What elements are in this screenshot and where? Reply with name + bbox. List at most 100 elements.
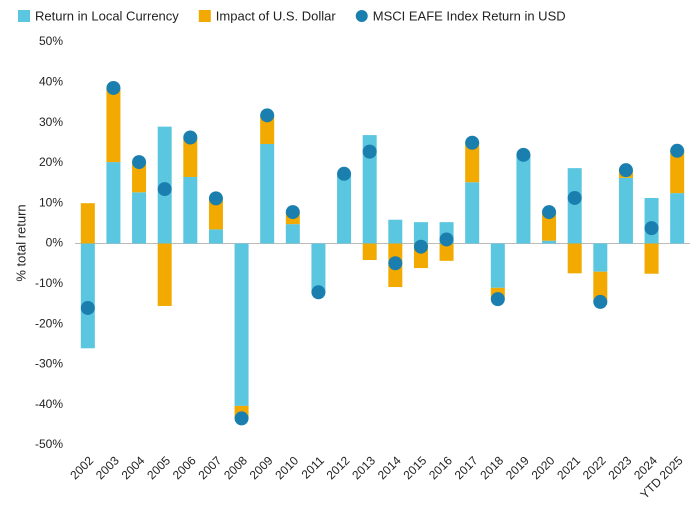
dot: [670, 143, 685, 158]
y-tick-label: 30%: [39, 115, 63, 129]
x-tick-label: 2020: [529, 453, 558, 482]
bar: [593, 243, 608, 272]
bar: [106, 162, 121, 244]
x-tick-label: 2013: [349, 453, 378, 482]
y-tick-label: -40%: [35, 397, 63, 411]
legend: Return in Local Currency Impact of U.S. D…: [18, 8, 566, 23]
bar: [644, 197, 659, 244]
bar: [132, 162, 147, 193]
dot: [465, 135, 480, 150]
x-tick-label: 2009: [247, 453, 276, 482]
bar: [80, 203, 95, 244]
x-tick-label: 2005: [144, 453, 173, 482]
x-tick-label: 2021: [554, 453, 583, 482]
bar: [644, 243, 659, 274]
bar: [516, 156, 531, 244]
bar: [439, 243, 454, 261]
dot: [490, 292, 505, 307]
x-tick-label: 2014: [375, 453, 404, 482]
dot: [80, 300, 95, 315]
y-tick-label: 50%: [39, 34, 63, 48]
dot: [260, 108, 275, 123]
x-tick-label: 2016: [426, 453, 455, 482]
bar: [80, 243, 95, 349]
y-tick-label: -20%: [35, 316, 63, 330]
x-tick-label: 2012: [324, 453, 353, 482]
bar: [593, 271, 608, 302]
dot: [567, 190, 582, 205]
bar: [260, 115, 275, 144]
dot: [234, 411, 249, 426]
x-tick-label: 2022: [580, 453, 609, 482]
x-tick-label: 2006: [170, 453, 199, 482]
bar: [670, 193, 685, 244]
y-tick-label: 40%: [39, 74, 63, 88]
x-tick-label: 2002: [67, 453, 96, 482]
dot: [132, 155, 147, 170]
x-tick-label: 2015: [401, 453, 430, 482]
dot: [413, 239, 428, 254]
bar: [132, 192, 147, 244]
dot: [106, 80, 121, 95]
bar: [388, 219, 403, 244]
x-tick-label: 2004: [119, 453, 148, 482]
bar: [670, 150, 685, 194]
legend-label: Impact of U.S. Dollar: [216, 8, 337, 23]
bar: [208, 198, 223, 230]
dot: [311, 285, 326, 300]
dot: [618, 163, 633, 178]
bar: [490, 243, 505, 288]
bar: [542, 212, 557, 241]
bar: [465, 182, 480, 244]
legend-marker: [198, 10, 211, 22]
y-tick-label: -30%: [35, 357, 63, 371]
bar: [618, 177, 633, 244]
x-tick-label: 2008: [221, 453, 250, 482]
bar: [337, 173, 352, 244]
dot: [183, 130, 198, 145]
x-tick-label: 2011: [299, 453, 327, 481]
bar: [362, 243, 377, 261]
x-tick-label: 2023: [606, 453, 635, 482]
legend-label: MSCI EAFE Index Return in USD: [373, 8, 566, 23]
dot: [516, 147, 531, 162]
y-tick-label: 10%: [39, 195, 63, 209]
y-tick-label: -10%: [35, 276, 63, 290]
x-tick-label: 2010: [272, 453, 301, 482]
dot: [593, 294, 608, 309]
bar: [285, 224, 300, 244]
bar: [106, 87, 121, 163]
bar: [567, 243, 582, 274]
legend-marker: [355, 10, 368, 22]
bar: [362, 135, 377, 244]
bar: [183, 177, 198, 244]
dot: [157, 182, 172, 197]
bar: [208, 229, 223, 244]
dot: [285, 205, 300, 220]
bar: [567, 168, 582, 244]
bar: [183, 137, 198, 178]
legend-marker: [18, 10, 30, 22]
dot: [439, 232, 454, 247]
dot: [644, 221, 659, 236]
y-tick-label: 0%: [46, 236, 64, 250]
dot: [362, 144, 377, 159]
dot: [388, 256, 403, 271]
dot: [208, 191, 223, 206]
bar: [234, 243, 249, 406]
x-tick-label: 2019: [503, 453, 532, 482]
y-tick-label: 20%: [39, 155, 63, 169]
bar: [542, 240, 557, 244]
bar: [157, 243, 172, 306]
y-axis-title: % total return: [13, 204, 28, 281]
bar: [465, 142, 480, 183]
x-tick-label: 2017: [452, 453, 481, 482]
legend-label: Return in Local Currency: [35, 8, 179, 23]
x-tick-label: 2003: [93, 453, 122, 482]
x-tick-label: 2007: [196, 453, 225, 482]
dot: [337, 166, 352, 181]
x-tick-label: 2018: [477, 453, 506, 482]
y-tick-label: -50%: [35, 437, 63, 451]
bar: [260, 143, 275, 244]
